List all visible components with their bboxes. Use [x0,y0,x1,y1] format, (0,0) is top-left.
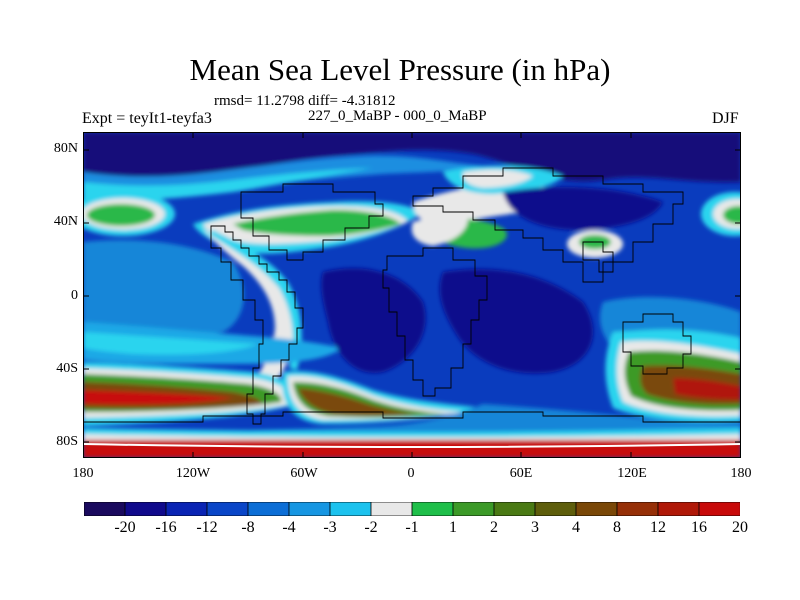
coastlines [83,167,741,425]
field-npac-green [87,204,155,226]
field-arctic-low [83,132,741,183]
coastline-americas [210,225,304,425]
colorbar-swatch [575,502,618,516]
colorbar-label: -8 [241,519,255,536]
field-indian-low [439,269,593,374]
lat-tick-80n: 80N [53,141,78,156]
colorbar-swatch [616,502,659,516]
lat-tick-0: 0 [71,288,78,303]
colorbar-swatch [370,502,413,516]
lon-tick-60w: 60W [290,466,318,481]
colorbar-swatch [329,502,372,516]
map-title: Mean Sea Level Pressure (in hPa) [189,52,611,87]
field-aus-red [673,378,741,400]
coastline-se-asia [582,241,614,273]
colorbar-label: -4 [282,519,296,536]
lat-tick-40s: 40S [56,361,78,376]
colorbar [84,502,740,516]
lat-tick-80s: 80S [56,434,78,449]
colorbar-swatch [698,502,740,516]
colorbar-swatch [288,502,331,516]
coastline-australia [622,313,692,375]
antarctic-contour [83,443,741,448]
lat-tick-40n: 40N [53,214,78,229]
axis-ticks [83,132,741,458]
lon-tick-120w: 120W [175,466,211,481]
colorbar-swatch [247,502,290,516]
colorbar-swatch [657,502,700,516]
field-south-red [83,390,233,405]
colorbar-swatch [165,502,208,516]
colorbar-label: -2 [364,519,378,536]
colorbar-label: -20 [114,519,136,536]
colorbar-label: -12 [196,519,218,536]
subtitle: 227_0_MaBP - 000_0_MaBP [308,108,487,124]
colorbar-label: -1 [405,519,419,536]
field-antarctic-red [83,440,741,458]
colorbar-label: 16 [691,519,707,536]
lon-tick-0: 0 [407,466,415,481]
field-satl-low [321,268,426,373]
field-mediterranean-white [411,215,468,246]
coastline-north-america [240,183,384,261]
field-north-cyan-light [83,168,373,201]
colorbar-label: 1 [449,519,457,536]
colorbar-label: -3 [323,519,337,536]
colorbar-label: 8 [613,519,621,536]
colorbar-label: -16 [155,519,177,536]
colorbar-swatch [534,502,577,516]
colorbar-swatch [84,502,126,516]
lon-tick-180w: 180 [72,466,94,481]
season-label: DJF [712,110,739,127]
field-asia-white [462,169,533,188]
stats-label: rmsd= 11.2798 diff= -4.31812 [214,93,396,109]
colorbar-swatch [206,502,249,516]
coastline-africa [382,247,488,397]
experiment-label: Expt = teyIt1-teyfa3 [82,110,212,127]
field-npac-right-green [723,206,741,224]
coastline-eurasia [412,167,684,283]
colorbar-label: 12 [650,519,666,536]
colorbar-label: 2 [490,519,498,536]
colorbar-label: 3 [531,519,539,536]
colorbar-swatch [493,502,536,516]
lon-tick-180e: 180 [730,466,752,481]
colorbar-swatch [452,502,495,516]
colorbar-label: 20 [732,519,748,536]
field-epac-blue [83,240,244,335]
field-natl-green [233,210,401,236]
pressure-anomaly-map [83,132,741,458]
coastline-antarctica [83,411,741,423]
field-tropic-cyan [83,332,258,355]
lon-tick-60e: 60E [509,466,533,481]
field-siberia-low [503,187,663,230]
colorbar-label: 4 [572,519,580,536]
colorbar-swatch [124,502,167,516]
field-satl-brown [298,388,417,416]
colorbar-swatch [411,502,454,516]
lon-tick-120e: 120E [617,466,647,481]
